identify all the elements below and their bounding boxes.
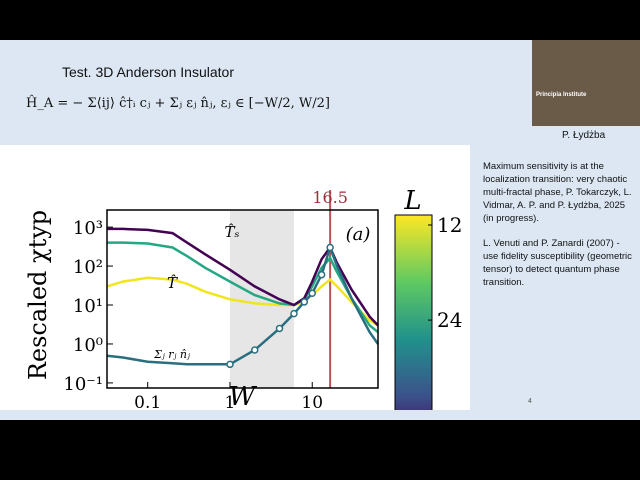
side-text: Maximum sensitivity is at the localizati…: [483, 160, 633, 301]
marker: [250, 346, 259, 354]
paragraph: Maximum sensitivity is at the localizati…: [483, 161, 632, 224]
y-tick-label: 10³: [73, 218, 103, 239]
y-axis-label: Rescaled χtyp: [24, 210, 52, 380]
y-tick-label: 10⁰: [73, 335, 103, 356]
y-tick-label: 10⁻¹: [63, 374, 103, 395]
y-tick-label: 10¹: [73, 296, 103, 317]
colorbar-label: L: [403, 186, 421, 216]
colorbar: [394, 214, 433, 410]
x-tick-label: 10: [301, 393, 323, 410]
marker: [275, 324, 284, 333]
marker: [226, 360, 234, 369]
annotation: T̂: [167, 274, 178, 292]
x-tick-label: 1: [225, 393, 236, 410]
marker: [317, 270, 326, 279]
annotation: T̂ₛ: [224, 223, 239, 241]
marker: [300, 298, 309, 306]
webcam-caption: Principia Institute: [536, 92, 587, 98]
marker: [326, 243, 334, 252]
colorbar-tick-label: 24: [437, 308, 462, 332]
x-tick-label: 0.1: [134, 393, 161, 410]
slide-title: Test. 3D Anderson Insulator: [62, 64, 234, 80]
annotation: (a): [346, 224, 371, 245]
speaker-name: P. Łydżba: [562, 130, 606, 141]
colorbar-tick-label: 12: [437, 213, 462, 237]
slide: Test. 3D Anderson Insulator Ĥ_A = − Σ⟨ij…: [0, 40, 640, 420]
marker: [308, 289, 316, 298]
shaded-region: [229, 210, 294, 388]
line: [107, 227, 379, 327]
vline-label: 16.5: [312, 188, 348, 207]
line: [107, 241, 379, 334]
paragraph: L. Venuti and P. Zanardi (2007) - use fi…: [483, 238, 632, 288]
page-number: 4: [528, 398, 532, 405]
formula: Ĥ_A = − Σ⟨ij⟩ ĉ†ᵢ cⱼ + Σⱼ εⱼ n̂ⱼ, εⱼ ∈ […: [26, 96, 330, 111]
x-axis-label: W: [229, 382, 258, 410]
y-tick-label: 10²: [73, 257, 103, 278]
marker: [290, 309, 298, 318]
webcam: Principia Institute: [532, 40, 640, 126]
chart: 16.5 0.1 1 10 10³ 10² 10¹ 10⁰ 10⁻¹ W Rescaled χtyp…: [0, 145, 470, 410]
line: [106, 243, 380, 366]
plot-frame: [106, 209, 379, 389]
annotation: Σⱼ rⱼ n̂ⱼ: [153, 348, 190, 361]
